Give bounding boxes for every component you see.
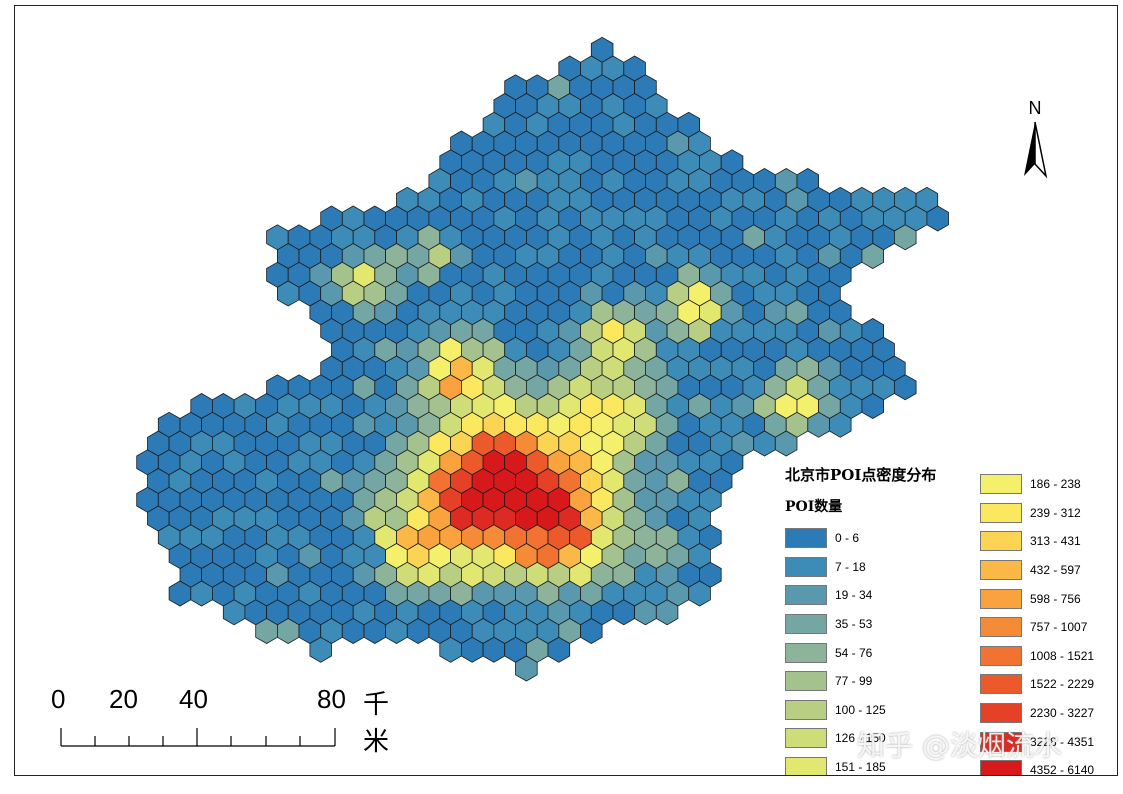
legend-swatch [980,474,1022,495]
legend: 北京市POI点密度分布 POI数量 0 - 6 7 - 18 19 - 34 35 -… [785,464,1115,776]
legend-label: 1522 - 2229 [1030,677,1095,692]
hex-cell [688,580,711,607]
north-arrow: N [1015,98,1055,188]
hex-cell [655,599,679,626]
legend-label: 757 - 1007 [1030,620,1088,635]
hex-cell [861,243,884,269]
legend-swatch [980,531,1022,552]
legend-item: 54 - 76 [785,638,886,667]
legend-label: 2230 - 3227 [1030,706,1095,721]
legend-item: 0 - 6 [785,524,886,553]
legend-label: 100 - 125 [835,702,886,717]
legend-swatch [980,731,1022,752]
legend-swatch [980,645,1022,666]
legend-item: 7 - 18 [785,553,886,582]
map-frame: N 北京市POI点密度分布 POI数量 0 - 6 7 - 18 19 - 34 35… [14,5,1118,776]
legend-item: 151 - 185 [785,753,886,775]
legend-label: 77 - 99 [835,674,873,689]
scale-tick-label: 0 [51,684,66,714]
legend-swatch [785,728,827,749]
legend-subtitle: POI数量 [785,499,843,515]
legend-column-2: 186 - 238 239 - 312 313 - 431 432 - 597 598 … [980,470,1095,776]
legend-item: 757 - 1007 [980,613,1094,642]
north-arrow-icon [1024,121,1048,179]
hex-cell [309,636,332,663]
scale-bar-line [60,728,336,747]
hexbin-map [136,36,949,682]
legend-label: 432 - 597 [1030,563,1081,578]
legend-item: 100 - 125 [785,696,886,725]
legend-column-1: 0 - 6 7 - 18 19 - 34 35 - 53 54 - 76 77 - 99 1… [785,524,886,775]
hex-cell [894,374,917,401]
north-arrow-label: N [1028,98,1042,118]
legend-label: 3228 - 4351 [1030,734,1095,749]
legend-label: 7 - 18 [835,559,866,574]
legend-swatch [785,556,827,577]
legend-swatch [980,760,1022,775]
hex-cell [829,411,852,438]
hex-cell [515,655,538,682]
legend-label: 0 - 6 [835,531,860,546]
legend-label: 54 - 76 [835,645,873,660]
legend-swatch [785,614,827,635]
legend-swatch [980,502,1022,523]
legend-swatch [980,617,1022,638]
legend-label: 35 - 53 [835,617,873,632]
legend-swatch [785,642,827,663]
legend-swatch [980,588,1022,609]
legend-swatch [980,674,1022,695]
legend-item: 2230 - 3227 [980,699,1094,728]
scale-unit-label: 千米 [363,690,390,757]
hex-cell [894,224,917,251]
legend-item: 77 - 99 [785,667,886,696]
legend-item: 4352 - 6140 [980,756,1095,776]
scale-bar: 0 20 40 80 千米 [51,678,389,757]
hex-cell [547,636,571,663]
legend-item: 432 - 597 [980,556,1094,585]
legend-swatch [785,528,827,549]
legend-item: 239 - 312 [980,499,1094,528]
hex-cell [926,205,949,232]
legend-label: 598 - 756 [1030,591,1081,606]
legend-swatch [785,699,827,720]
legend-item: 126 - 150 [785,724,886,753]
scale-tick-label: 20 [109,684,138,714]
legend-swatch [785,757,827,775]
legend-swatch [785,671,827,692]
legend-label: 4352 - 6140 [1030,763,1095,776]
legend-swatch [785,585,827,606]
hex-cell [580,618,603,644]
legend-label: 239 - 312 [1030,505,1081,520]
legend-label: 19 - 34 [835,588,873,603]
legend-item: 598 - 756 [980,584,1094,613]
legend-label: 313 - 431 [1030,534,1081,549]
legend-label: 126 - 150 [835,731,886,746]
legend-item: 313 - 431 [980,527,1094,556]
legend-label: 186 - 238 [1030,477,1081,492]
hex-cell [774,430,798,457]
legend-item: 1008 - 1521 [980,642,1094,671]
legend-swatch [980,703,1022,724]
legend-label: 1008 - 1521 [1030,648,1095,663]
legend-item: 1522 - 2229 [980,670,1094,699]
scale-tick-label: 40 [179,684,208,714]
legend-item: 19 - 34 [785,581,886,610]
legend-swatch [980,560,1022,581]
legend-item: 186 - 238 [980,470,1094,499]
legend-label: 151 - 185 [835,760,886,775]
legend-title: 北京市POI点密度分布 [785,466,937,484]
legend-item: 3228 - 4351 [980,727,1094,756]
legend-item: 35 - 53 [785,610,886,639]
watermark: 知乎 @淡烟流水 [857,729,1062,762]
scale-tick-label: 80 [317,684,346,714]
hex-cell [861,393,884,419]
